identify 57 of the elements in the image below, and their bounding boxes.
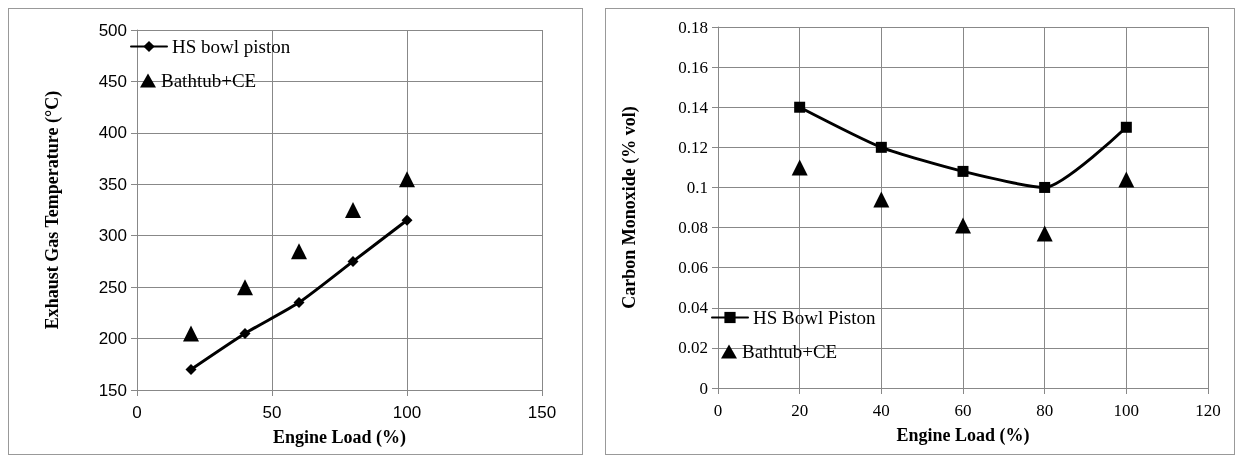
legend-label: Bathtub+CE xyxy=(161,70,257,91)
point xyxy=(955,217,971,234)
point xyxy=(185,363,197,375)
point xyxy=(1039,181,1051,193)
x-tick-label: 80 xyxy=(1036,401,1054,420)
y-tick-label: 500 xyxy=(98,20,127,40)
point xyxy=(239,327,251,339)
y-tick-label: 300 xyxy=(98,226,127,246)
y-tick-label: 0.1 xyxy=(686,177,708,197)
point xyxy=(347,255,359,267)
y-tick-label: 250 xyxy=(98,277,127,297)
x-axis-title: Engine Load (%) xyxy=(896,425,1030,446)
y-tick-label: 0.08 xyxy=(678,218,708,238)
legend-label: HS Bowl Piston xyxy=(753,307,876,328)
y-tick-label: 0.14 xyxy=(678,97,709,117)
point xyxy=(791,159,808,176)
x-tick-label: 20 xyxy=(791,401,809,420)
point xyxy=(1120,121,1132,133)
y-tick-label: 0 xyxy=(699,378,708,398)
x-tick-label: 100 xyxy=(392,403,422,422)
y-tick-label: 350 xyxy=(98,174,127,194)
point xyxy=(183,325,199,342)
y-tick-label: 0.06 xyxy=(678,258,708,278)
point xyxy=(794,101,806,113)
point xyxy=(291,243,307,260)
legend-label: HS bowl piston xyxy=(172,36,291,57)
x-tick-label: 0 xyxy=(713,401,723,420)
y-axis-title: Carbon Monoxide (% vol) xyxy=(619,106,640,309)
point xyxy=(873,191,890,208)
x-tick-label: 120 xyxy=(1195,401,1221,420)
point xyxy=(875,141,887,153)
point xyxy=(345,202,361,218)
x-tick-label: 50 xyxy=(262,403,282,422)
y-tick-label: 200 xyxy=(98,329,127,349)
y-tick-label: 0.02 xyxy=(678,338,708,358)
point xyxy=(957,165,969,177)
y-tick-label: 0.16 xyxy=(678,57,708,77)
x-tick-label: 60 xyxy=(954,401,972,420)
y-tick-label: 400 xyxy=(98,123,127,143)
legend-label: Bathtub+CE xyxy=(742,341,838,362)
point xyxy=(399,171,415,188)
y-tick-label: 0.12 xyxy=(678,137,708,157)
x-axis-title: Engine Load (%) xyxy=(272,427,407,448)
point xyxy=(237,279,253,296)
y-tick-label: 0.18 xyxy=(678,17,708,37)
point xyxy=(1036,225,1053,242)
y-tick-label: 0.04 xyxy=(678,298,709,318)
x-tick-label: 0 xyxy=(132,403,142,422)
x-tick-label: 150 xyxy=(527,403,557,422)
y-tick-label: 150 xyxy=(98,380,127,400)
point xyxy=(293,297,305,309)
y-axis-title: Exhaust Gas Temperature (°C) xyxy=(42,90,63,330)
point xyxy=(1118,171,1135,188)
x-tick-label: 100 xyxy=(1113,401,1140,420)
y-tick-label: 450 xyxy=(98,71,127,91)
x-tick-label: 40 xyxy=(872,401,890,420)
point xyxy=(401,214,413,226)
